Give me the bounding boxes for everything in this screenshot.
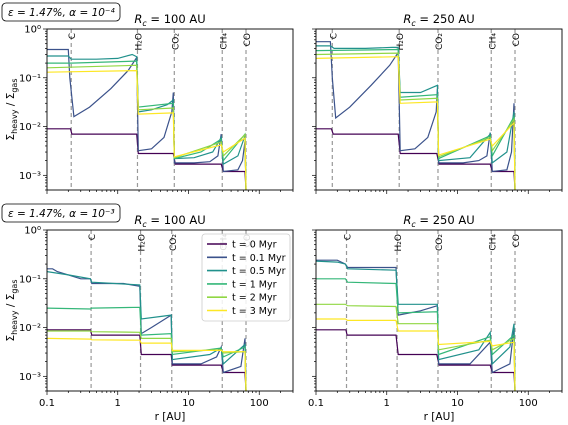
- series-line-1: [47, 329, 247, 391]
- panel-3: Rc = 100 AUε = 1.47%, α = 10⁻³CH₂OCO₂CH₄…: [1, 203, 294, 423]
- iceline-label-1: C: [88, 234, 98, 240]
- iceline-label-5: CO: [512, 33, 522, 46]
- legend-label-3: t = 0.5 Myr: [232, 266, 286, 277]
- panel-1: Rc = 100 AU ε = 1.47%, α = 10⁻⁴ C H₂O CO₂ CH₄…: [1, 2, 294, 194]
- series-line-3: [47, 271, 247, 391]
- y-axis-label: Σheavy / Σgas: [5, 78, 19, 140]
- series-group: [47, 268, 247, 391]
- iceline-label-2: H₂O: [134, 33, 144, 50]
- series-line-4: [47, 306, 247, 391]
- axes-frame: [315, 28, 563, 191]
- x-tick-label-4: 100: [250, 398, 269, 409]
- x-tick-label-2: 1: [384, 398, 390, 409]
- row-label-text: ε = 1.47%, α = 10⁻³: [8, 208, 115, 220]
- row-label-box: ε = 1.47%, α = 10⁻³: [1, 203, 121, 223]
- series-line-5: [47, 64, 247, 190]
- y-tick-label-3: 10⁻¹: [19, 73, 41, 84]
- series-line-5: [316, 303, 516, 391]
- y-tick-label-4: 10⁰: [24, 226, 41, 237]
- row-label-box: ε = 1.47%, α = 10⁻⁴: [1, 2, 121, 22]
- legend: t = 0 Myr t = 0.1 Myr t = 0.5 Myr t = 1 Myr…: [201, 233, 291, 322]
- series-line-4: [316, 48, 516, 190]
- series-line-4: [47, 60, 247, 190]
- panel-title: Rc = 100 AU: [134, 213, 205, 229]
- series-line-3: [316, 45, 516, 190]
- iceline-label-3: CO₂: [435, 33, 445, 50]
- iceline-label-4: CH₄: [219, 33, 229, 50]
- x-axis-label: r [AU]: [155, 411, 186, 423]
- series-line-5: [47, 330, 247, 391]
- iceline-label-5: CO: [243, 33, 253, 46]
- series-line-6: [47, 69, 247, 190]
- series-line-4: [316, 278, 516, 391]
- iceline-label-1: C: [329, 33, 339, 39]
- panel-title: Rc = 100 AU: [134, 12, 205, 28]
- panel-4: Rc = 250 AU C H₂O CO₂ CH₄ CO 0.1 1 10 100 r [AU]: [308, 213, 563, 423]
- axes-frame: [315, 229, 563, 392]
- iceline-label-2: H₂O: [394, 234, 404, 251]
- axes-frame: [46, 229, 294, 392]
- x-tick-label-4: 100: [519, 398, 538, 409]
- series-group: [316, 259, 516, 391]
- panel-title: Rc = 250 AU: [403, 12, 474, 28]
- series-line-6: [316, 318, 516, 391]
- y-axis-label: Σheavy / Σgas: [5, 279, 19, 341]
- y-tick-label-2: 10⁻²: [19, 122, 41, 133]
- y-tick-label-2: 10⁻²: [19, 323, 41, 334]
- series-line-2: [316, 41, 516, 190]
- iceline-label-4: CH₄: [488, 33, 498, 50]
- iceline-label-2: H₂O: [396, 33, 406, 50]
- series-line-2: [47, 48, 247, 190]
- row-label-text: ε = 1.47%, α = 10⁻⁴: [8, 7, 115, 19]
- panel-2: Rc = 250 AU C H₂O CO₂ CH₄ CO: [312, 12, 563, 194]
- iceline-label-5: CO: [512, 234, 522, 247]
- row-label-frame: [1, 2, 121, 22]
- iceline-label-2: H₂O: [138, 234, 148, 251]
- series-line-1: [47, 128, 247, 190]
- x-tick-label-1: 0.1: [39, 398, 55, 409]
- legend-frame: [201, 233, 291, 322]
- iceline-label-3: CO₂: [435, 234, 445, 251]
- axes-frame: [46, 28, 294, 191]
- panel-title: Rc = 250 AU: [403, 213, 474, 229]
- iceline-label-3: CO₂: [169, 234, 179, 251]
- y-tick-label-4: 10⁰: [24, 25, 41, 36]
- series-group: [316, 41, 516, 190]
- iceline-label-1: C: [68, 33, 78, 39]
- series-line-5: [316, 52, 516, 190]
- iceline-label-3: CO₂: [171, 33, 181, 50]
- series-line-6: [47, 337, 247, 391]
- x-tick-label-2: 1: [115, 398, 121, 409]
- y-tick-label-1: 10⁻³: [19, 372, 41, 383]
- series-line-1: [316, 329, 516, 391]
- iceline-label-4: CH₄: [488, 234, 498, 251]
- row-label-frame: [1, 203, 121, 223]
- iceline-label-1: C: [344, 234, 354, 240]
- legend-label-5: t = 2 Myr: [232, 293, 277, 304]
- x-axis-label: r [AU]: [424, 411, 455, 423]
- y-tick-label-3: 10⁻¹: [19, 274, 41, 285]
- legend-label-4: t = 1 Myr: [232, 279, 277, 290]
- x-tick-label-3: 10: [451, 398, 464, 409]
- series-line-1: [316, 128, 516, 190]
- series-line-6: [316, 56, 516, 190]
- legend-label-2: t = 0.1 Myr: [232, 253, 286, 264]
- x-tick-label-3: 10: [182, 398, 195, 409]
- series-group: [47, 48, 247, 190]
- x-tick-label-1: 0.1: [308, 398, 324, 409]
- y-tick-label-1: 10⁻³: [19, 171, 41, 182]
- legend-label-6: t = 3 Myr: [232, 306, 277, 317]
- series-line-3: [47, 53, 247, 190]
- legend-label-1: t = 0 Myr: [232, 240, 277, 251]
